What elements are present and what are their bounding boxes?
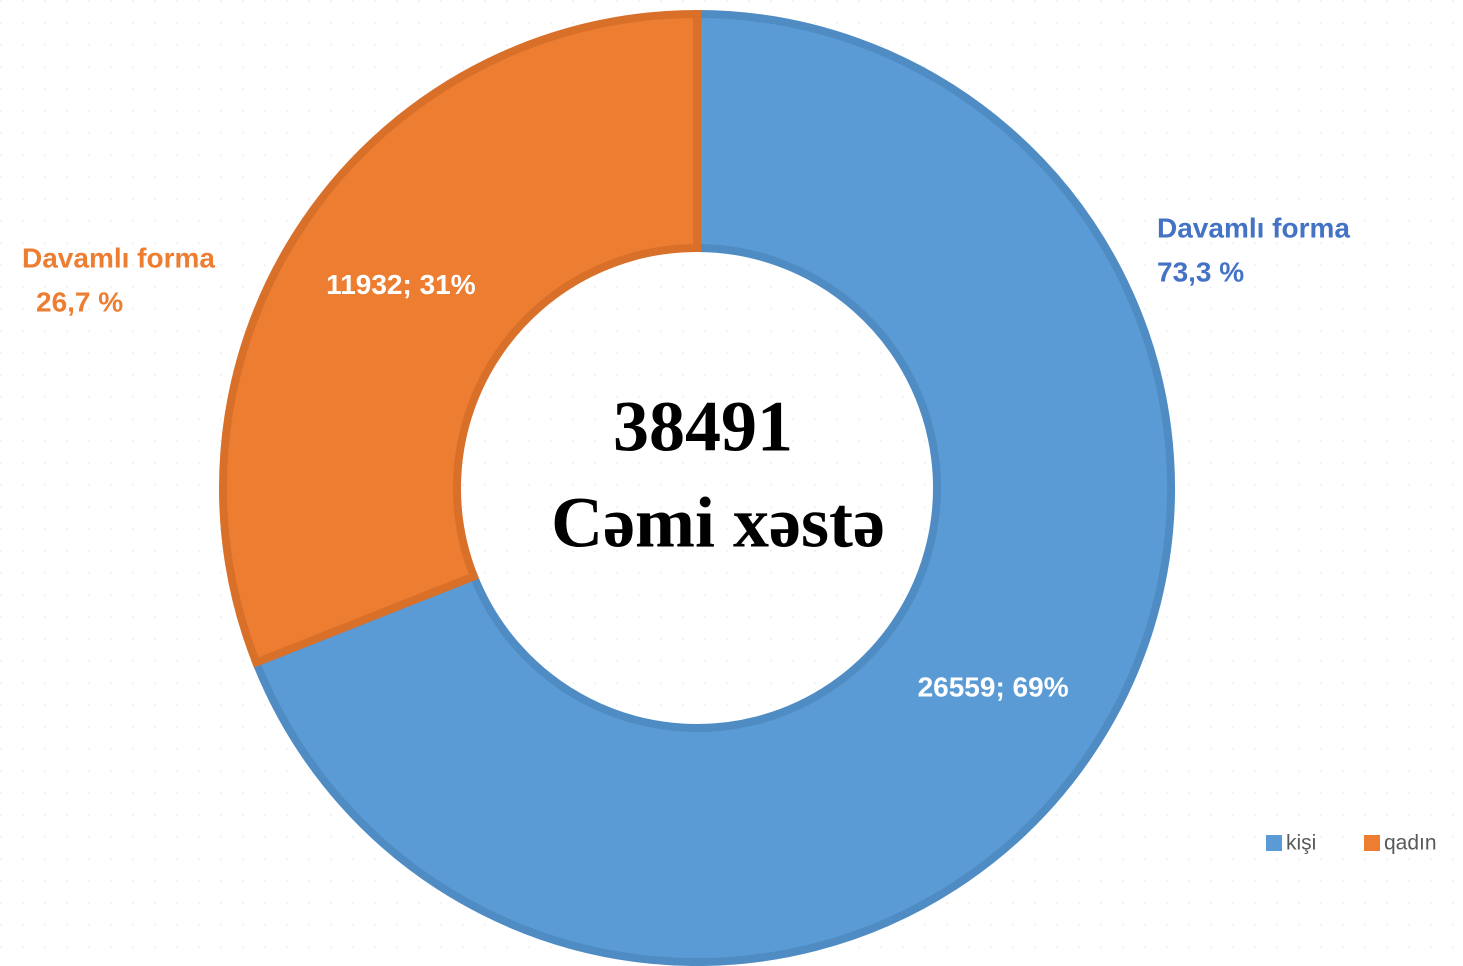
legend-label: qadın <box>1384 832 1437 855</box>
center-label: Cəmi xəstə <box>551 483 885 563</box>
legend-swatch <box>1266 835 1282 851</box>
data-label: 11932; 31% <box>326 269 476 300</box>
annotation: 73,3 % <box>1157 256 1244 287</box>
legend-swatch <box>1364 835 1380 851</box>
center-total: 38491 <box>613 387 793 467</box>
annotation: 26,7 % <box>36 286 123 317</box>
donut-segment <box>251 9 1175 966</box>
annotation: Davamlı forma <box>22 242 215 273</box>
annotation: Davamlı forma <box>1157 212 1350 243</box>
data-label: 26559; 69% <box>918 672 1069 703</box>
donut-segment <box>219 9 701 668</box>
legend-label: kişi <box>1286 832 1316 855</box>
